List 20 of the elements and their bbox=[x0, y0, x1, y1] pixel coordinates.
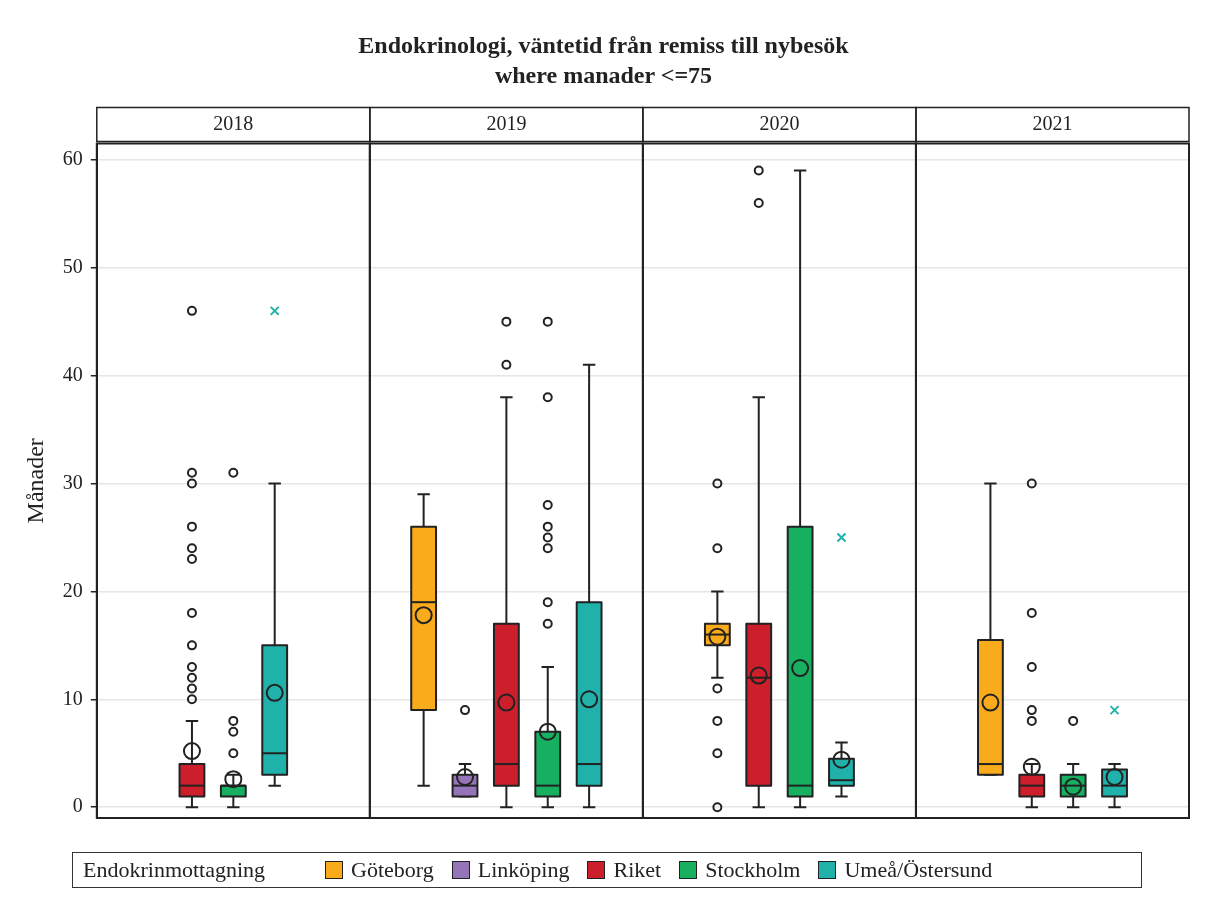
legend-label: Riket bbox=[613, 857, 662, 883]
legend-label: Göteborg bbox=[351, 857, 434, 883]
legend-title: Endokrinmottagning bbox=[83, 857, 266, 883]
chart-title: Endokrinologi, väntetid från remiss till nybesök bbox=[358, 31, 850, 58]
legend-label: Linköping bbox=[477, 857, 570, 883]
y-tick-label: 30 bbox=[62, 470, 83, 493]
x-tick-label: 2019 bbox=[486, 111, 527, 134]
y-tick-label: 20 bbox=[62, 578, 83, 601]
y-tick-label: 40 bbox=[62, 362, 83, 385]
y-axis-title: Månader bbox=[21, 438, 48, 524]
x-tick-label: 2020 bbox=[759, 111, 800, 134]
y-tick-label: 50 bbox=[62, 254, 83, 277]
legend-label: Stockholm bbox=[705, 857, 801, 883]
chart-subtitle: where manader <=75 bbox=[494, 62, 713, 89]
y-tick-label: 10 bbox=[62, 686, 83, 709]
x-tick-label: 2018 bbox=[213, 111, 254, 134]
x-tick-label: 2021 bbox=[1032, 111, 1073, 134]
y-tick-label: 0 bbox=[72, 794, 83, 817]
legend-label: Umeå/Östersund bbox=[844, 857, 993, 883]
y-tick-label: 60 bbox=[62, 147, 83, 170]
